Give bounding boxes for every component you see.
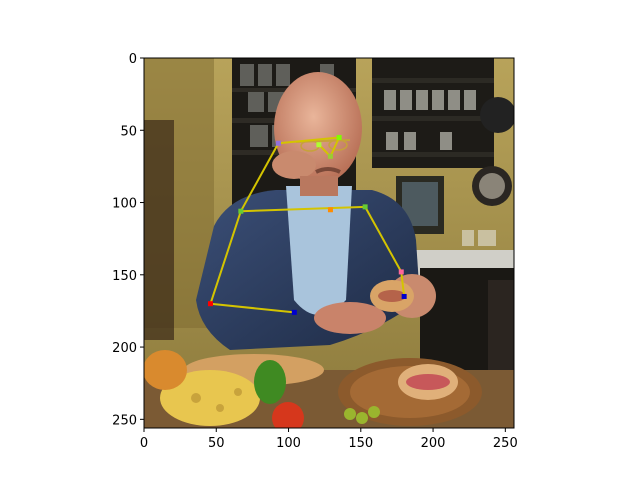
- skeleton-line-right-shoulder-left-shoulder: [240, 205, 366, 213]
- keypoint-head-left: [275, 140, 281, 146]
- keypoint-nose: [327, 153, 333, 159]
- y-tick-label: 150: [112, 269, 137, 284]
- y-axis: 0 50 100 150 200 250: [112, 52, 144, 428]
- y-tick-label: 200: [112, 341, 137, 356]
- keypoint-left-elbow: [398, 269, 404, 275]
- image-frame: [143, 57, 515, 429]
- skeleton-line-head-left-left-eye: [278, 136, 340, 145]
- keypoint-right-elbow: [207, 301, 213, 307]
- skeleton-line-left-eye-nose: [329, 137, 341, 157]
- skeleton-line-head-left-right-shoulder: [239, 142, 280, 212]
- y-tick-label: 250: [112, 413, 137, 428]
- keypoint-right-eye: [316, 142, 322, 148]
- x-axis: 0 50 100 150 200 250: [140, 428, 518, 451]
- skeleton-line-left-shoulder-left-elbow: [364, 206, 403, 273]
- x-tick-label: 150: [348, 436, 373, 451]
- keypoint-right-shoulder: [238, 208, 244, 214]
- keypoint-neck: [327, 207, 333, 213]
- x-tick-label: 50: [208, 436, 225, 451]
- pose-overlay: [207, 134, 407, 315]
- photo-image: [144, 58, 514, 428]
- y-tick-label: 0: [129, 52, 137, 67]
- skeleton-line-right-elbow-right-wrist: [210, 302, 295, 314]
- y-tick-label: 100: [112, 197, 137, 212]
- keypoint-left-shoulder: [362, 204, 368, 210]
- x-tick-label: 100: [276, 436, 301, 451]
- keypoint-left-wrist: [401, 293, 407, 299]
- x-tick-label: 200: [421, 436, 446, 451]
- skeleton-line-left-elbow-left-wrist: [400, 271, 406, 297]
- skeleton-line-right-shoulder-right-elbow: [209, 210, 242, 305]
- x-tick-label: 0: [140, 436, 148, 451]
- keypoint-left-eye: [336, 134, 342, 140]
- keypoint-right-wrist: [291, 309, 297, 315]
- x-tick-label: 250: [493, 436, 518, 451]
- y-tick-label: 50: [120, 124, 137, 139]
